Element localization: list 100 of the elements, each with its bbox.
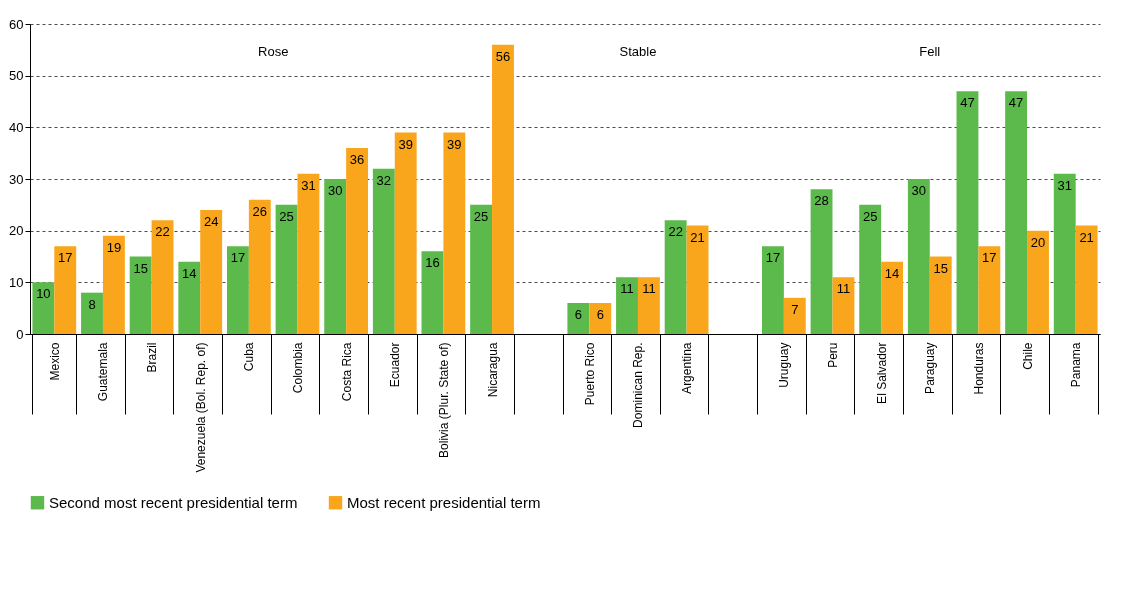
bar [907,179,930,334]
bar [324,179,347,334]
data-label: 17 [982,250,997,266]
data-label: 11 [642,281,656,297]
bar [394,132,417,334]
data-label: 6 [574,307,582,322]
bar [372,168,395,334]
data-label: 14 [884,265,900,281]
data-label: 17 [58,250,73,266]
x-tick-label: Brazil [145,342,160,373]
data-label: 17 [765,250,781,266]
bar [470,204,493,334]
bar [443,132,466,334]
x-tick-label: Cuba [242,342,257,372]
x-tick-label: Puerto Rico [582,342,597,406]
data-label: 22 [155,224,170,240]
x-tick-label: Dominican Rep. [631,342,646,428]
annotation: Fell [919,44,941,59]
bar [248,199,271,334]
data-label: 39 [447,136,462,152]
data-label: 25 [473,208,489,224]
bar [567,303,590,334]
bar [881,261,904,334]
data-label: 11 [620,281,634,297]
bar [783,297,806,334]
data-label: 17 [230,250,246,266]
data-label: 28 [814,193,829,209]
bar [616,277,638,334]
data-label: 22 [668,224,683,240]
data-label: 36 [349,152,365,167]
bar [686,225,709,334]
data-label: 25 [279,208,294,224]
data-label: 16 [425,255,440,271]
bar [102,235,125,334]
x-tick-label: Costa Rica [339,342,354,402]
bar [1053,173,1076,334]
legend-label: Most recent presidential term [347,493,541,511]
x-tick-label: Paraguay [923,342,938,394]
bar [1027,230,1049,334]
x-tick-label: Mexico [47,342,62,381]
y-tick-label: 0 [16,326,24,342]
data-label: 11 [836,281,851,297]
bar [589,303,612,334]
data-label: 6 [596,307,604,322]
bar [275,204,298,334]
data-label: 24 [203,214,219,229]
data-label: 47 [1008,95,1024,111]
x-tick-label: Peru [826,342,840,368]
data-label: 15 [933,260,948,276]
data-label: 56 [495,48,511,64]
data-label: 7 [791,301,799,317]
x-tick-label: Colombia [291,342,305,394]
data-label: 31 [301,177,316,193]
data-label: 15 [133,260,148,276]
x-tick-label: Ecuador [388,342,403,388]
bar [151,220,174,334]
data-label: 14 [182,265,197,281]
x-tick-label: Uruguay [777,342,792,388]
y-tick-label: 20 [9,223,24,239]
y-tick-label: 60 [9,16,24,32]
data-label: 20 [1030,234,1046,250]
bar [200,210,223,334]
data-label: 32 [376,172,392,188]
x-tick-label: Nicaragua [485,342,500,398]
bar [637,277,660,334]
annotation: Rose [258,44,289,59]
x-tick-label: El Salvador [874,342,889,404]
data-label: 25 [862,208,878,224]
bar [178,261,201,334]
y-tick-label: 50 [9,68,24,84]
bar [129,256,152,334]
y-tick-label: 10 [9,274,24,290]
bar [956,91,979,334]
x-tick-label: Argentina [680,342,695,394]
data-label: 31 [1057,177,1072,193]
data-label: 10 [36,286,51,302]
bar [297,173,320,334]
data-label: 26 [252,203,268,219]
bar [1005,91,1028,334]
bar [929,256,952,334]
bar [761,246,784,334]
bar [421,251,444,334]
y-tick-label: 40 [9,119,24,135]
x-tick-label: Honduras [971,342,986,395]
data-label: 19 [106,239,122,255]
data-label: 21 [1079,229,1094,245]
data-label: 47 [960,95,975,111]
bar [346,148,369,334]
y-tick-label: 30 [9,171,24,187]
data-label: 21 [690,229,705,245]
data-label: 8 [88,296,96,312]
x-tick-label: Venezuela (Bol. Rep. of) [193,342,208,473]
data-label: 39 [398,136,413,152]
data-label: 30 [911,183,927,198]
bar [492,44,514,334]
bar [81,292,103,334]
x-tick-label: Guatemala [96,342,111,402]
annotation: Stable [619,44,657,59]
bar [54,246,77,334]
x-tick-label: Bolivia (Plur. State of) [436,342,451,458]
